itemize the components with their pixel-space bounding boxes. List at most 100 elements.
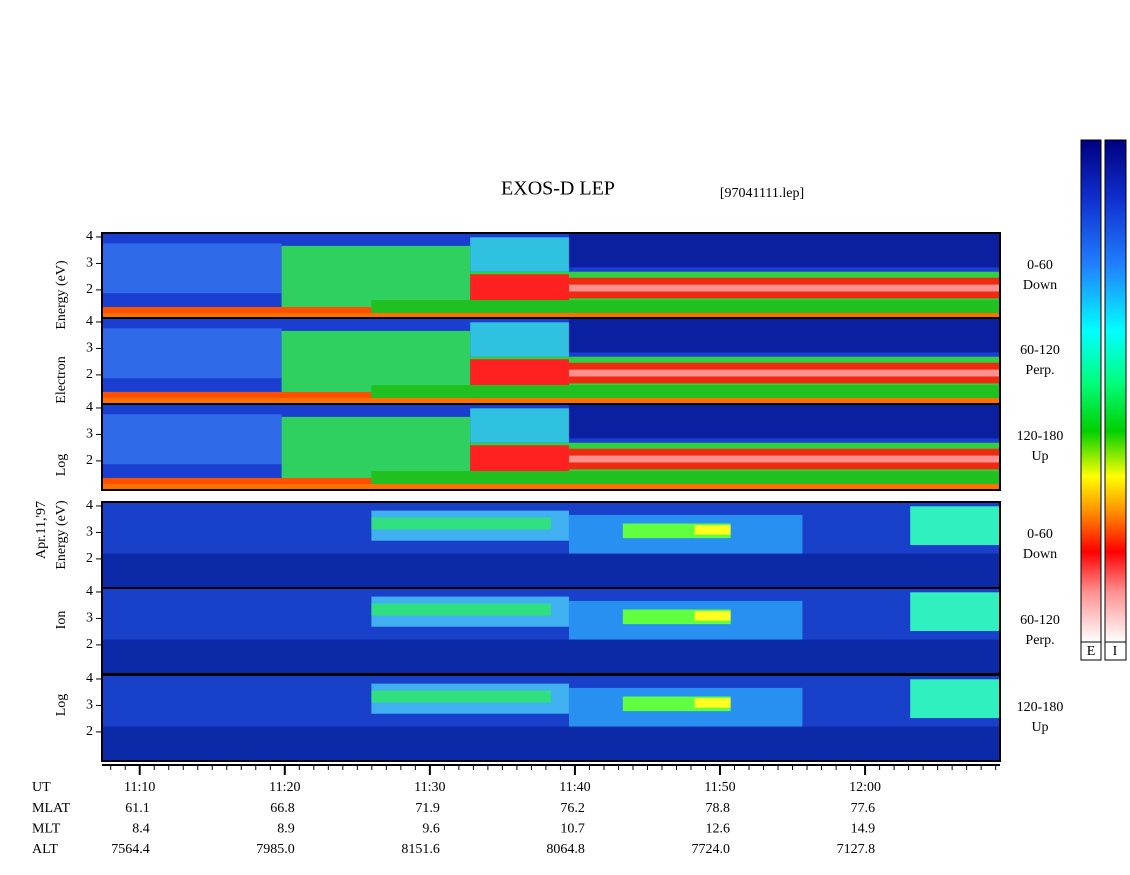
y-tick-label: 4 — [86, 498, 93, 513]
colorbar — [1080, 139, 1102, 643]
spectrogram-texture — [470, 322, 569, 357]
spectrogram-texture — [910, 592, 1000, 631]
panel-label: Down — [1023, 278, 1057, 293]
ephemeris-value: 77.6 — [851, 801, 876, 816]
panel-label: 0-60 — [1027, 258, 1053, 273]
ephemeris-value: 76.2 — [560, 801, 585, 816]
panel-label: 60-120 — [1020, 343, 1060, 358]
spectrogram-texture — [102, 312, 1000, 319]
spectrogram-texture — [102, 414, 282, 465]
x-tick-label: 11:40 — [559, 780, 590, 795]
spectrogram-texture — [102, 397, 1000, 404]
spectrogram-texture — [568, 369, 1000, 377]
y-tick-label: 2 — [86, 453, 93, 468]
y-tick-label: 3 — [86, 698, 93, 713]
ephemeris-value: 7564.4 — [111, 842, 150, 857]
spectrogram-texture — [470, 237, 569, 272]
ephemeris-value: 10.7 — [560, 822, 585, 837]
spectrogram-texture — [102, 553, 1000, 588]
y-axis-label: Ion — [54, 611, 69, 630]
x-tick-label: 12:00 — [849, 780, 881, 795]
y-axis-label: Log — [54, 454, 69, 477]
panel-frame — [101, 403, 1001, 491]
spectrogram-texture — [694, 698, 731, 708]
spectrogram-texture — [470, 359, 569, 386]
panel-label: Perp. — [1025, 363, 1054, 378]
title: EXOS-D LEP — [501, 178, 615, 200]
y-tick-label: 4 — [86, 229, 93, 244]
spectrogram-texture — [371, 690, 551, 703]
panel-label: Down — [1023, 547, 1057, 562]
ephemeris-value: 14.9 — [851, 822, 876, 837]
spectrogram-texture — [694, 525, 731, 535]
spectrogram-texture — [694, 611, 731, 621]
x-tick-label: 11:20 — [269, 780, 300, 795]
x-tick-label: 11:30 — [414, 780, 445, 795]
y-tick-label: 3 — [86, 341, 93, 356]
y-tick-label: 4 — [86, 671, 93, 686]
panel-label: Up — [1031, 720, 1048, 735]
spectrogram-texture — [568, 233, 1000, 268]
spectrogram-texture — [470, 274, 569, 301]
ephemeris-value: 8064.8 — [546, 842, 585, 857]
spectrogram-texture — [281, 330, 471, 396]
y-axis-label: Energy (eV) — [54, 500, 69, 570]
colorbar — [1104, 139, 1127, 643]
x-tick-label: 11:10 — [124, 780, 155, 795]
colorbar-label: I — [1113, 644, 1118, 659]
spectrogram-texture — [102, 306, 372, 317]
spectrogram-texture — [281, 245, 471, 311]
spectrogram-texture — [910, 679, 1000, 718]
spectrogram-texture — [102, 477, 372, 488]
spectrogram-texture — [102, 639, 1000, 674]
colorbar-label-box — [1080, 641, 1102, 661]
panel-label: Perp. — [1025, 633, 1054, 648]
row-label: MLAT — [32, 801, 71, 816]
spectrogram-texture — [371, 517, 551, 530]
row-label: MLT — [32, 822, 61, 837]
ephemeris-value: 7724.0 — [692, 842, 731, 857]
y-tick-label: 4 — [86, 400, 93, 415]
colorbar-label: E — [1087, 644, 1096, 659]
ephemeris-value: 78.8 — [706, 801, 731, 816]
ephemeris-value: 9.6 — [422, 822, 440, 837]
spectrogram-texture — [281, 416, 471, 482]
date-label: Apr.11,'97 — [34, 501, 49, 559]
spectrogram-texture — [470, 445, 569, 472]
ephemeris-value: 8151.6 — [401, 842, 440, 857]
panel-label: 60-120 — [1020, 613, 1060, 628]
row-label: ALT — [32, 842, 58, 857]
spectrogram-texture — [102, 243, 282, 294]
file-name: [97041111.lep] — [720, 186, 804, 201]
y-tick-label: 3 — [86, 427, 93, 442]
spectrogram-texture — [568, 455, 1000, 463]
ephemeris-value: 7985.0 — [256, 842, 295, 857]
ephemeris-value: 8.9 — [277, 822, 295, 837]
spectrogram-texture — [102, 726, 1000, 761]
y-axis-label: Energy (eV) — [54, 260, 69, 330]
spectrogram-texture — [910, 506, 1000, 545]
y-tick-label: 4 — [86, 584, 93, 599]
spectrogram-texture — [371, 471, 1000, 488]
spectrogram-texture — [568, 284, 1000, 292]
ephemeris-value: 71.9 — [415, 801, 440, 816]
x-tick-label: 11:50 — [704, 780, 735, 795]
panel-label: 120-180 — [1017, 429, 1064, 444]
spectrogram-texture — [102, 391, 372, 402]
spectrogram-texture — [568, 318, 1000, 353]
panel-label: 0-60 — [1027, 527, 1053, 542]
y-tick-label: 4 — [86, 314, 93, 329]
ephemeris-value: 7127.8 — [837, 842, 876, 857]
spectrogram-texture — [102, 328, 282, 379]
ephemeris-value: 61.1 — [125, 801, 150, 816]
spectrogram-texture — [371, 300, 1000, 317]
colorbar-label-box — [1104, 641, 1127, 661]
y-tick-label: 3 — [86, 525, 93, 540]
y-tick-label: 2 — [86, 282, 93, 297]
spectrogram-texture — [371, 385, 1000, 402]
panel-label: Up — [1031, 449, 1048, 464]
ephemeris-value: 12.6 — [706, 822, 731, 837]
y-tick-label: 3 — [86, 256, 93, 271]
ephemeris-value: 66.8 — [270, 801, 295, 816]
